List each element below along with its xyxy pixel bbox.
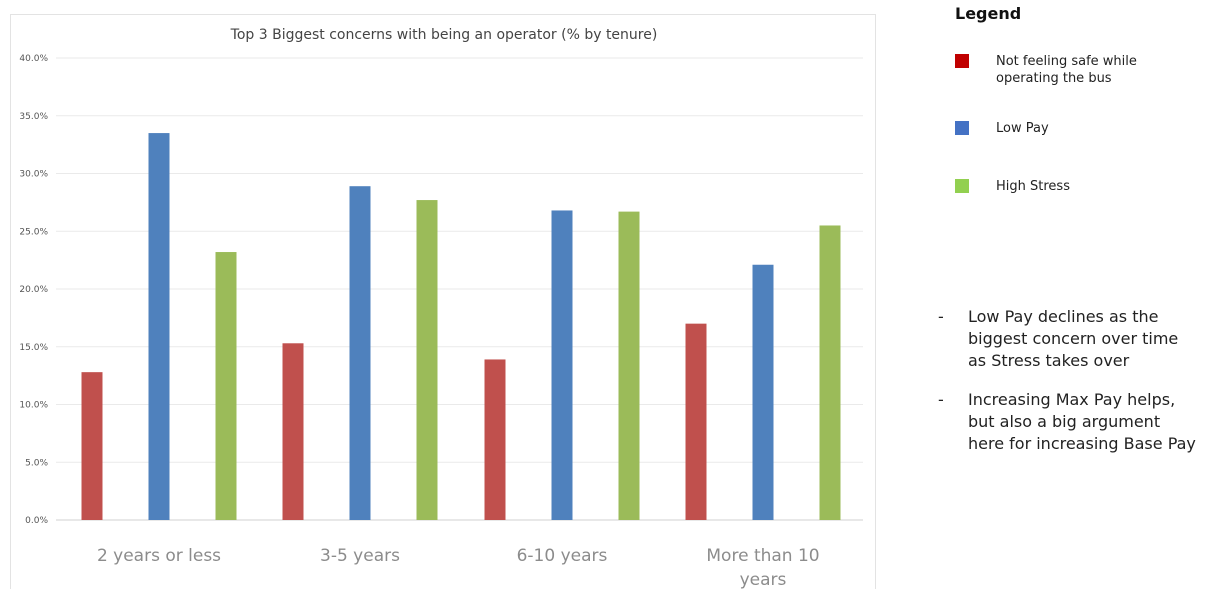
- x-category-label: 3-5 years: [320, 546, 400, 566]
- bar-not-feeling-safe-while-operating-the-bus-1: [81, 372, 103, 520]
- bar-chart: Top 3 Biggest concerns with being an ope…: [19, 27, 863, 589]
- bar-low-pay-3: [551, 210, 573, 520]
- note-item: - Increasing Max Pay helps, but also a b…: [934, 389, 1202, 455]
- bar-not-feeling-safe-while-operating-the-bus-4: [685, 323, 707, 520]
- y-tick-label: 0.0%: [25, 516, 48, 526]
- y-tick-label: 20.0%: [19, 285, 48, 295]
- y-axis-ticks: 0.0% 5.0% 10.0% 15.0% 20.0% 25.0% 30.0% 35.0% 40…: [19, 54, 48, 526]
- bar-low-pay-2: [349, 186, 371, 520]
- bar-low-pay-1: [148, 133, 170, 520]
- bar-high-stress-1: [215, 252, 237, 521]
- legend-label: High Stress: [996, 179, 1070, 194]
- note-bullet: -: [938, 390, 944, 409]
- notes-list: - Low Pay declines as the biggest concer…: [934, 306, 1202, 472]
- gridlines: [56, 57, 863, 521]
- y-tick-label: 5.0%: [25, 458, 48, 468]
- x-category-label: 6-10 years: [517, 546, 608, 566]
- bar-high-stress-4: [819, 225, 841, 520]
- y-tick-label: 30.0%: [19, 170, 48, 180]
- y-tick-label: 35.0%: [19, 112, 48, 122]
- bar-low-pay-4: [752, 264, 774, 520]
- y-tick-label: 25.0%: [19, 227, 48, 237]
- legend-item-high-stress: High Stress: [955, 178, 1171, 195]
- note-bullet: -: [938, 307, 944, 326]
- y-tick-label: 15.0%: [19, 343, 48, 353]
- note-item: - Low Pay declines as the biggest concer…: [934, 306, 1202, 372]
- x-category-label: More than 10 years: [706, 546, 819, 589]
- bar-not-feeling-safe-while-operating-the-bus-3: [484, 359, 506, 520]
- legend-swatch-blue: [955, 121, 969, 135]
- legend-swatch-green: [955, 179, 969, 193]
- note-text: Increasing Max Pay helps, but also a big…: [968, 390, 1196, 453]
- legend-item-not-safe: Not feeling safe while operating the bus: [955, 53, 1171, 87]
- y-tick-label: 40.0%: [19, 54, 48, 64]
- legend-title: Legend: [955, 4, 1022, 23]
- legend-item-low-pay: Low Pay: [955, 120, 1171, 137]
- legend-label: Low Pay: [996, 121, 1049, 136]
- x-axis-categories: 2 years or less 3-5 years 6-10 years More t…: [97, 546, 820, 589]
- legend-swatch-red: [955, 54, 969, 68]
- legend: Legend Not feeling safe while operating …: [955, 2, 1195, 194]
- y-tick-label: 10.0%: [19, 401, 48, 411]
- bar-not-feeling-safe-while-operating-the-bus-2: [282, 343, 304, 520]
- x-category-label: 2 years or less: [97, 546, 221, 566]
- bar-high-stress-3: [618, 211, 640, 521]
- bar-high-stress-2: [416, 200, 438, 520]
- legend-label: Not feeling safe while operating the bus: [996, 54, 1137, 86]
- note-text: Low Pay declines as the biggest concern …: [968, 307, 1179, 370]
- chart-panel: Top 3 Biggest concerns with being an ope…: [10, 14, 876, 589]
- bars: [81, 133, 841, 521]
- chart-title: Top 3 Biggest concerns with being an ope…: [230, 27, 658, 43]
